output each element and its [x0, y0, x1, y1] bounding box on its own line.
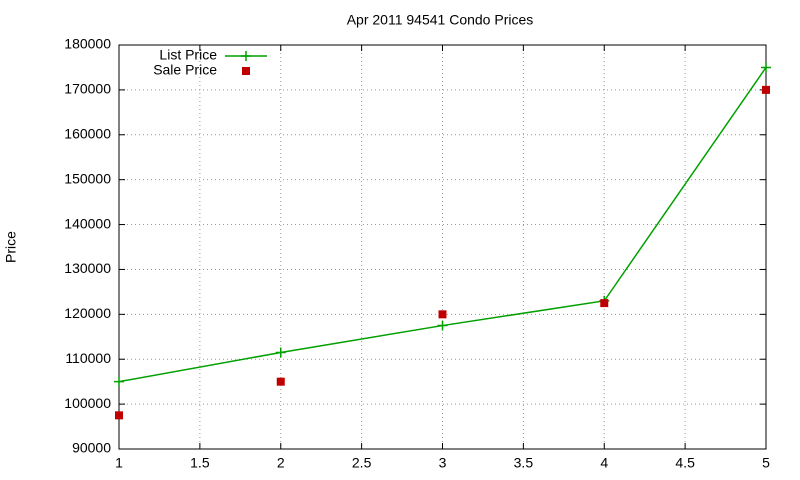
point — [275, 347, 286, 358]
x-tick-label: 1 — [115, 455, 123, 471]
y-tick-label: 120000 — [64, 305, 111, 321]
point — [600, 299, 609, 308]
x-tick-label: 2.5 — [352, 455, 372, 471]
legend-label: List Price — [159, 47, 217, 63]
y-tick-label: 160000 — [64, 125, 111, 141]
legend-label: Sale Price — [153, 62, 217, 78]
point — [438, 310, 447, 319]
y-tick-label: 90000 — [72, 440, 111, 456]
y-tick-label: 170000 — [64, 81, 111, 97]
y-tick-label: 180000 — [64, 36, 111, 52]
y-tick-label: 140000 — [64, 215, 111, 231]
point — [437, 320, 448, 331]
point — [115, 411, 123, 420]
plot-border — [118, 44, 767, 450]
point — [276, 377, 285, 386]
legend-swatch — [241, 51, 251, 61]
y-axis-label: Price — [3, 231, 19, 263]
point — [114, 376, 124, 387]
x-tick-label: 4 — [600, 455, 608, 471]
y-tick-label: 110000 — [65, 350, 111, 366]
chart-title: Apr 2011 94541 Condo Prices — [347, 12, 534, 28]
x-tick-label: 3.5 — [514, 455, 534, 471]
x-tick-label: 5 — [762, 455, 770, 471]
point — [762, 85, 770, 94]
x-tick-label: 4.5 — [675, 455, 695, 471]
x-tick-label: 3 — [439, 455, 447, 471]
y-tick-label: 100000 — [64, 395, 111, 411]
point — [761, 62, 771, 73]
x-tick-label: 1.5 — [190, 455, 210, 471]
y-tick-label: 130000 — [64, 260, 111, 276]
legend-swatch — [242, 67, 250, 75]
x-tick-label: 2 — [277, 455, 285, 471]
y-tick-label: 150000 — [64, 170, 111, 186]
